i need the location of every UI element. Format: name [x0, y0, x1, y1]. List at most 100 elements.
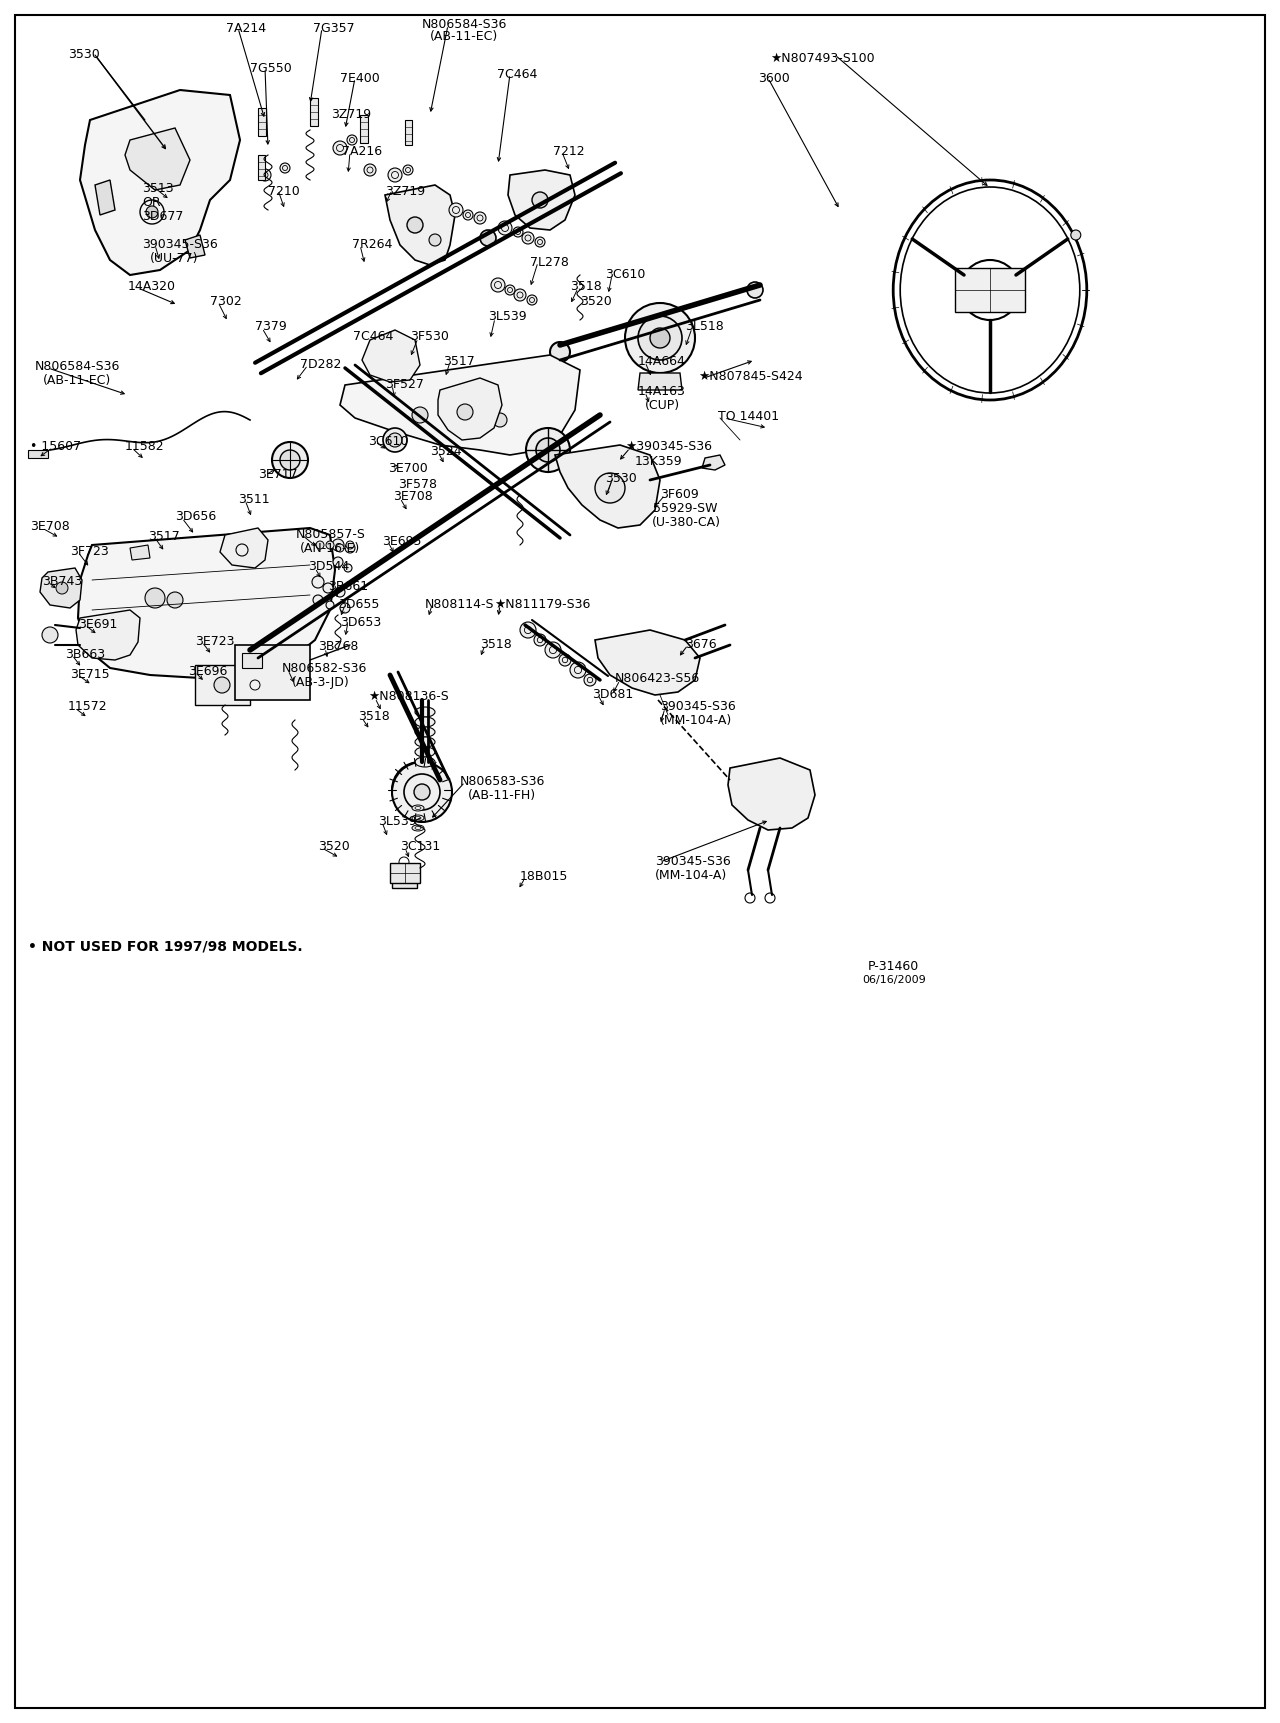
Polygon shape	[125, 128, 189, 190]
Circle shape	[323, 582, 333, 593]
Polygon shape	[220, 527, 268, 569]
Circle shape	[480, 229, 497, 246]
Bar	[392, 868, 417, 887]
Text: (MM-104-A): (MM-104-A)	[655, 868, 727, 882]
Text: (MM-104-A): (MM-104-A)	[660, 713, 732, 727]
Text: (U-380-CA): (U-380-CA)	[652, 515, 721, 529]
Polygon shape	[76, 610, 140, 660]
Bar	[195, 665, 250, 705]
Text: P-31460: P-31460	[868, 960, 919, 973]
Text: 3E695: 3E695	[381, 536, 421, 548]
Polygon shape	[340, 355, 580, 455]
Text: 7C464: 7C464	[497, 67, 538, 81]
Text: 3D681: 3D681	[591, 687, 634, 701]
Text: 7D282: 7D282	[300, 358, 342, 370]
Circle shape	[748, 283, 763, 298]
Circle shape	[335, 588, 346, 596]
Circle shape	[493, 414, 507, 427]
Text: (AB-11-FH): (AB-11-FH)	[468, 789, 536, 801]
Text: 11582: 11582	[125, 439, 165, 453]
Text: 3E700: 3E700	[388, 462, 428, 476]
Ellipse shape	[415, 737, 435, 748]
Polygon shape	[78, 527, 335, 677]
Text: 3524: 3524	[430, 445, 462, 458]
Bar	[390, 863, 420, 882]
Circle shape	[383, 427, 407, 451]
Text: 3D677: 3D677	[142, 210, 183, 222]
Text: 14A664: 14A664	[637, 355, 686, 369]
Text: 7A214: 7A214	[227, 22, 266, 34]
Bar	[236, 644, 310, 700]
Circle shape	[316, 541, 324, 550]
Text: 3E723: 3E723	[195, 636, 234, 648]
Text: 3E715: 3E715	[70, 669, 110, 681]
Text: 3D656: 3D656	[175, 510, 216, 524]
Text: 3E708: 3E708	[29, 520, 69, 532]
Text: 3E708: 3E708	[393, 489, 433, 503]
Text: 3C610: 3C610	[369, 434, 408, 448]
Text: 3D544: 3D544	[308, 560, 349, 574]
Circle shape	[340, 603, 349, 613]
Text: 3518: 3518	[570, 281, 602, 293]
Circle shape	[166, 593, 183, 608]
Circle shape	[463, 210, 474, 221]
Circle shape	[364, 164, 376, 176]
Text: 7R264: 7R264	[352, 238, 393, 252]
Circle shape	[637, 315, 682, 360]
Text: 3C610: 3C610	[605, 269, 645, 281]
Text: 11572: 11572	[68, 700, 108, 713]
Polygon shape	[728, 758, 815, 830]
Circle shape	[513, 227, 524, 238]
Circle shape	[280, 164, 291, 172]
Circle shape	[454, 419, 466, 431]
Circle shape	[392, 762, 452, 822]
Circle shape	[312, 575, 324, 588]
Circle shape	[570, 662, 586, 677]
Circle shape	[332, 539, 344, 551]
Text: • 15607: • 15607	[29, 439, 81, 453]
Text: 7L278: 7L278	[530, 257, 568, 269]
Circle shape	[326, 601, 334, 608]
Circle shape	[535, 238, 545, 246]
Text: 3B743: 3B743	[42, 575, 82, 588]
Polygon shape	[556, 445, 660, 527]
Text: 3513: 3513	[142, 183, 174, 195]
Circle shape	[520, 622, 536, 638]
Text: 3676: 3676	[685, 638, 717, 651]
Text: (AN-16-E): (AN-16-E)	[300, 543, 360, 555]
Text: 3F609: 3F609	[660, 488, 699, 501]
Polygon shape	[701, 455, 724, 470]
Text: N805857-S: N805857-S	[296, 527, 366, 541]
Bar	[259, 155, 265, 179]
Text: TO 14401: TO 14401	[718, 410, 780, 424]
Text: 3E717: 3E717	[259, 469, 298, 481]
Circle shape	[527, 295, 538, 305]
Text: N806423-S56: N806423-S56	[614, 672, 700, 686]
Bar	[360, 115, 369, 143]
Text: 390345-S36: 390345-S36	[655, 855, 731, 868]
Text: 3600: 3600	[758, 72, 790, 84]
Ellipse shape	[412, 815, 424, 820]
Circle shape	[559, 655, 571, 667]
Circle shape	[526, 427, 570, 472]
Circle shape	[403, 165, 413, 176]
Text: 3Z719: 3Z719	[385, 184, 425, 198]
Text: 14A320: 14A320	[128, 281, 177, 293]
Circle shape	[392, 762, 448, 818]
Text: 3F527: 3F527	[385, 377, 424, 391]
Circle shape	[545, 643, 561, 658]
Circle shape	[335, 544, 344, 551]
Text: 3C131: 3C131	[399, 841, 440, 853]
Text: 3D653: 3D653	[340, 617, 381, 629]
Text: 3520: 3520	[317, 841, 349, 853]
Circle shape	[413, 784, 430, 799]
Circle shape	[145, 588, 165, 608]
Text: 3L539: 3L539	[378, 815, 416, 829]
Circle shape	[532, 191, 548, 208]
Circle shape	[56, 582, 68, 594]
Text: 3Z719: 3Z719	[332, 109, 371, 121]
Text: ★N811179-S36: ★N811179-S36	[494, 598, 590, 612]
Text: 3F578: 3F578	[398, 477, 436, 491]
Text: 7A216: 7A216	[342, 145, 383, 159]
Circle shape	[1071, 229, 1080, 239]
